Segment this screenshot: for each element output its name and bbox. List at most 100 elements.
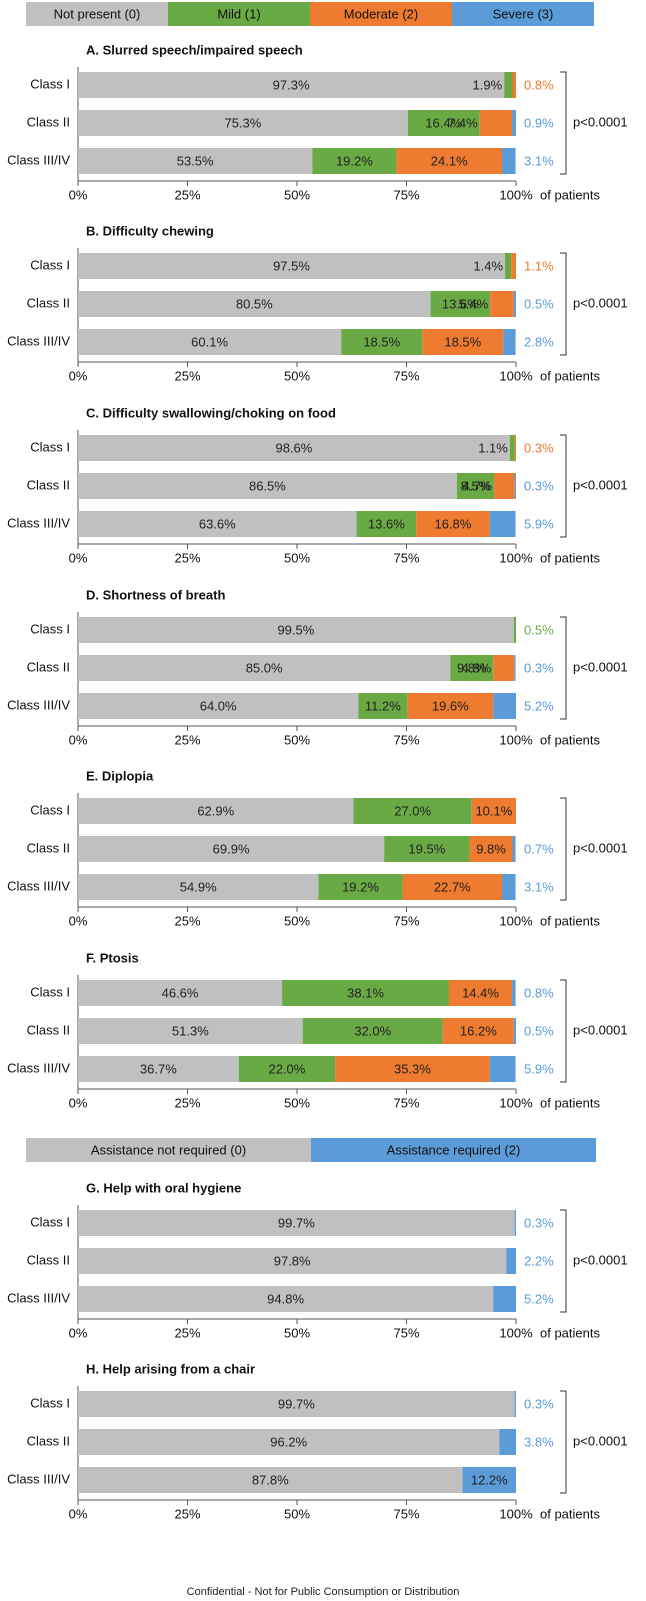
x-tick-label: 25% (174, 368, 200, 383)
bar-segment (78, 798, 354, 824)
bar-segment (489, 1056, 516, 1082)
legend-label: Severe (3) (493, 6, 554, 21)
data-label: 60.1% (191, 334, 228, 349)
bar-segment (469, 836, 513, 862)
data-label: 46.6% (162, 985, 199, 1000)
bar-segment (78, 329, 342, 355)
data-label: 16.4% (425, 115, 462, 130)
bar-segment (384, 836, 470, 862)
bar-segment (78, 1210, 515, 1236)
category-label: Class II (27, 840, 70, 855)
bar-segment (402, 874, 502, 900)
x-tick-label: 50% (284, 732, 310, 747)
data-label: 4.7% (462, 478, 492, 493)
data-label: 3.1% (524, 153, 554, 168)
data-label: 14.4% (462, 985, 499, 1000)
p-value-label: p<0.0001 (573, 295, 628, 310)
significance-bracket (560, 434, 567, 538)
bar-segment (494, 473, 515, 499)
chart-panel: B. Difficulty chewing 0% 25% 50% 75% 100% of p… (7, 223, 627, 383)
legend-swatch (26, 2, 168, 26)
data-label: 3.8% (524, 1434, 554, 1449)
data-label: 63.6% (199, 516, 236, 531)
data-label: 97.8% (274, 1253, 311, 1268)
bar-segment (356, 511, 417, 537)
significance-bracket (560, 1390, 567, 1494)
category-label: Class III/IV (7, 333, 70, 348)
bar-segment (505, 253, 512, 279)
bar-segment (514, 473, 516, 499)
p-value-label: p<0.0001 (573, 1022, 628, 1037)
bar-segment (479, 110, 513, 136)
legend-label: Assistance required (2) (387, 1142, 521, 1157)
significance-bracket (560, 797, 567, 901)
x-tick-label: 75% (393, 1095, 419, 1110)
bar-segment (442, 1018, 514, 1044)
data-label: 13.6% (442, 296, 479, 311)
x-tick-label: 100% (499, 550, 533, 565)
data-label: 12.2% (471, 1472, 508, 1487)
legend-swatch (168, 2, 310, 26)
x-tick-label: 100% (499, 187, 533, 202)
bar-segment (407, 110, 480, 136)
bar-segment (513, 617, 516, 643)
data-label: 8.5% (461, 478, 491, 493)
data-label: 19.5% (408, 841, 445, 856)
x-tick-label: 100% (499, 732, 533, 747)
bar-segment (78, 1056, 239, 1082)
bar-segment (335, 1056, 490, 1082)
bar-segment (78, 1248, 507, 1274)
x-tick-label: 100% (499, 913, 533, 928)
chart-panel: G. Help with oral hygiene 0% 25% 50% 75% 100%… (7, 1180, 627, 1340)
bar-segment (493, 1286, 516, 1312)
chart-panel: A. Slurred speech/impaired speech 0% 25% 50… (7, 42, 627, 202)
x-tick-label: 25% (174, 187, 200, 202)
data-label: 19.2% (336, 153, 373, 168)
bar-segment (499, 1429, 516, 1455)
bar-segment (509, 435, 515, 461)
significance-bracket (560, 1209, 567, 1313)
panel-title: G. Help with oral hygiene (86, 1180, 241, 1195)
p-value-label: p<0.0001 (573, 659, 628, 674)
data-label: 13.6% (368, 516, 405, 531)
data-label: 0.5% (524, 296, 554, 311)
panel-title: B. Difficulty chewing (86, 223, 214, 238)
footer-note: Confidential - Not for Public Consumptio… (187, 1586, 460, 1598)
x-tick-label: 50% (284, 1325, 310, 1340)
x-tick-label: 25% (174, 1506, 200, 1521)
data-label: 0.3% (524, 1215, 554, 1230)
bar-segment (422, 329, 504, 355)
data-label: 4.8% (462, 660, 492, 675)
x-tick-label: 75% (393, 550, 419, 565)
data-label: 53.5% (177, 153, 214, 168)
bar-segment (78, 253, 506, 279)
x-tick-label: 100% (499, 1325, 533, 1340)
significance-bracket (560, 616, 567, 720)
x-tick-label: 0% (69, 913, 88, 928)
category-label: Class II (27, 659, 70, 674)
data-label: 10.1% (475, 803, 512, 818)
data-label: 16.2% (460, 1023, 497, 1038)
bar-segment (358, 693, 408, 719)
x-tick-label: 100% (499, 368, 533, 383)
data-label: 99.7% (278, 1396, 315, 1411)
x-tick-label: 25% (174, 550, 200, 565)
x-tick-label: 50% (284, 550, 310, 565)
x-axis-unit-label: of patients (540, 1325, 600, 1340)
data-label: 0.3% (524, 1396, 554, 1411)
data-label: 11.2% (365, 698, 401, 713)
data-label: 27.0% (394, 803, 431, 818)
data-label: 5.2% (524, 1291, 554, 1306)
bar-segment (514, 655, 516, 681)
panel-title: H. Help arising from a chair (86, 1361, 255, 1376)
assistance-legend: Assistance not required (0) Assistance re… (26, 1138, 596, 1162)
data-label: 18.5% (444, 334, 481, 349)
p-value-label: p<0.0001 (573, 1252, 628, 1267)
legend-swatch (26, 1138, 311, 1162)
bar-segment (489, 511, 516, 537)
category-label: Class II (27, 114, 70, 129)
category-label: Class I (30, 984, 70, 999)
x-tick-label: 25% (174, 913, 200, 928)
bar-segment (506, 1248, 516, 1274)
